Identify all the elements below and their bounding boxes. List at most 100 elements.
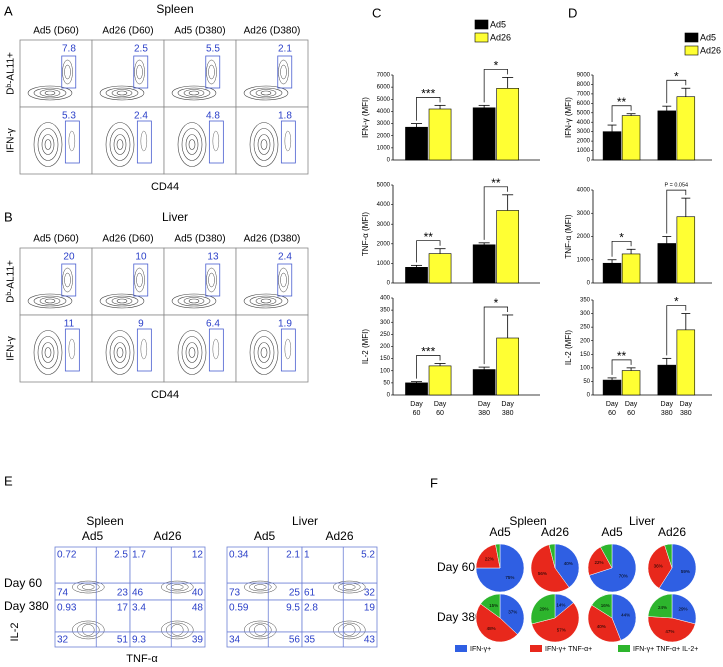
y-tick-label: 50 bbox=[583, 379, 590, 385]
contour bbox=[62, 267, 73, 293]
x-tick-label: 380 bbox=[680, 410, 692, 417]
significance-label: ** bbox=[424, 230, 434, 244]
contour bbox=[284, 338, 292, 360]
contour bbox=[68, 338, 76, 360]
pie-slice bbox=[611, 593, 637, 641]
legend-label: Ad5 bbox=[490, 19, 506, 29]
gate-value: 2.4 bbox=[134, 111, 148, 122]
contour bbox=[77, 622, 100, 638]
contour bbox=[111, 297, 133, 305]
y-tick-label: 9000 bbox=[577, 73, 591, 79]
contour bbox=[260, 139, 268, 150]
pie-slice bbox=[658, 543, 697, 593]
gate bbox=[208, 328, 224, 372]
contour bbox=[333, 580, 366, 594]
plot-frame bbox=[19, 106, 93, 175]
bar bbox=[428, 365, 452, 396]
row-label: Day 60 bbox=[437, 560, 475, 574]
contour bbox=[105, 295, 139, 307]
pie-slice bbox=[591, 593, 613, 619]
y-axis-label: TNF-α (MFI) bbox=[564, 214, 573, 259]
y-tick-label: 0 bbox=[387, 281, 391, 287]
contour bbox=[105, 122, 135, 167]
y-tick-label: 6000 bbox=[377, 85, 391, 91]
contour bbox=[41, 134, 55, 155]
y-tick-label: 2000 bbox=[377, 241, 391, 247]
y-tick-label: 1000 bbox=[577, 148, 591, 154]
contour bbox=[177, 295, 211, 307]
contour bbox=[255, 297, 277, 305]
contour bbox=[161, 580, 194, 594]
quadrant-value: 32 bbox=[364, 588, 376, 599]
legend-swatch bbox=[474, 32, 489, 43]
pie-slice bbox=[647, 593, 673, 619]
gate bbox=[133, 55, 149, 89]
pie-slice bbox=[647, 544, 673, 589]
gate-value: 1.9 bbox=[278, 319, 292, 330]
plot-frame bbox=[235, 39, 309, 108]
contour bbox=[33, 87, 67, 99]
quadrant-value: 0.59 bbox=[229, 603, 249, 614]
column-header: Ad5 bbox=[489, 525, 511, 539]
significance-bracket bbox=[483, 186, 509, 240]
panel-label: A bbox=[4, 3, 13, 18]
significance-label: ** bbox=[617, 349, 627, 363]
slice-label: 22% bbox=[595, 560, 604, 565]
plot-frame bbox=[163, 314, 237, 383]
slice-label: 44% bbox=[621, 613, 630, 618]
quadrant-value: 2.5 bbox=[114, 550, 128, 561]
quadrant-value: 73 bbox=[229, 588, 241, 599]
pie-slice bbox=[647, 616, 696, 643]
y-tick-label: 5000 bbox=[577, 110, 591, 116]
quadrant-value: 61 bbox=[304, 588, 316, 599]
contour bbox=[72, 620, 105, 640]
quadrant-value: 9.3 bbox=[132, 635, 146, 646]
gate-value: 10 bbox=[135, 252, 147, 263]
column-header: Ad5 (D60) bbox=[33, 26, 79, 37]
bar bbox=[621, 370, 641, 396]
contour bbox=[188, 347, 196, 358]
quadrant-value: 39 bbox=[192, 635, 204, 646]
contour bbox=[113, 134, 127, 155]
slice-label: 14% bbox=[556, 603, 565, 608]
bar bbox=[621, 253, 641, 284]
significance-bracket bbox=[416, 355, 441, 379]
legend-label: Ad26 bbox=[490, 32, 511, 42]
contour bbox=[257, 134, 271, 155]
y-tick-label: 300 bbox=[580, 311, 591, 317]
x-tick-label: Day bbox=[606, 401, 619, 408]
contour bbox=[333, 620, 366, 640]
y-axis-label: IL-2 (MFI) bbox=[361, 329, 370, 364]
y-tick-label: 5000 bbox=[377, 183, 391, 189]
contour bbox=[27, 293, 73, 309]
bar bbox=[472, 107, 496, 161]
column-header: Ad5 (D60) bbox=[33, 234, 79, 245]
quadrant-value: 51 bbox=[117, 635, 129, 646]
contour bbox=[116, 90, 128, 96]
x-tick-label: 380 bbox=[502, 410, 514, 417]
contour bbox=[33, 122, 63, 167]
slice-label: 15% bbox=[489, 603, 498, 608]
contour bbox=[206, 59, 217, 85]
contour bbox=[280, 64, 287, 80]
contour bbox=[244, 580, 277, 594]
group-title: Liver bbox=[629, 514, 655, 528]
y-axis-label: IFN-γ (MFI) bbox=[361, 97, 370, 138]
bar bbox=[657, 364, 677, 396]
plot-frame bbox=[129, 546, 206, 601]
contour bbox=[188, 139, 196, 150]
contour bbox=[188, 90, 200, 96]
gate bbox=[61, 55, 77, 89]
column-header: Ad26 (D60) bbox=[102, 26, 153, 37]
quadrant-value: 23 bbox=[117, 588, 129, 599]
x-tick-label: Day bbox=[680, 401, 693, 408]
contour bbox=[33, 330, 63, 375]
plot-frame bbox=[301, 546, 378, 601]
contour bbox=[260, 347, 268, 358]
row-label: Day 380 bbox=[4, 599, 49, 613]
quadrant-value: 0.93 bbox=[57, 603, 77, 614]
bar bbox=[676, 216, 696, 284]
gate bbox=[64, 120, 80, 164]
significance-bracket bbox=[483, 69, 509, 103]
bar bbox=[496, 337, 519, 396]
